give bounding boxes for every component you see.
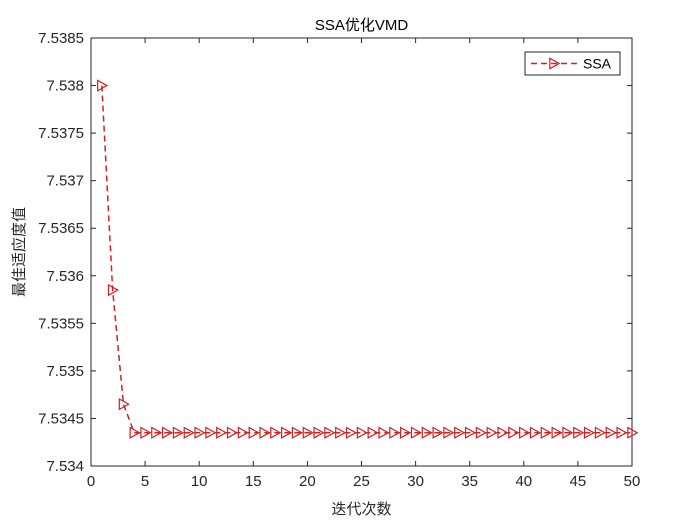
x-tick-label: 15 bbox=[245, 473, 262, 490]
data-point-marker bbox=[519, 426, 531, 439]
data-point-marker bbox=[497, 426, 509, 439]
x-tick-label: 45 bbox=[570, 473, 587, 490]
data-point-marker bbox=[421, 426, 433, 439]
x-tick-label: 25 bbox=[353, 473, 370, 490]
data-point-marker bbox=[432, 426, 444, 439]
data-point-marker bbox=[345, 426, 358, 439]
data-point-marker bbox=[464, 426, 477, 439]
y-tick-label: 7.5355 bbox=[38, 315, 84, 332]
data-point-marker bbox=[259, 426, 271, 439]
y-tick-label: 7.534 bbox=[46, 458, 84, 475]
data-point-marker bbox=[140, 426, 152, 439]
data-point-marker bbox=[410, 426, 423, 439]
legend-marker-triangle bbox=[549, 57, 561, 70]
y-tick-label: 7.5345 bbox=[38, 410, 84, 427]
data-point-marker bbox=[107, 283, 120, 297]
data-point-marker bbox=[205, 426, 217, 439]
y-tick-label: 7.536 bbox=[46, 268, 84, 285]
data-point-marker bbox=[237, 426, 249, 439]
data-point-marker bbox=[594, 426, 606, 439]
x-tick-label: 35 bbox=[461, 473, 478, 490]
data-point-marker bbox=[583, 426, 596, 439]
data-point-marker bbox=[216, 426, 228, 439]
data-point-marker bbox=[151, 426, 163, 439]
y-tick-label: 7.538 bbox=[46, 78, 84, 95]
x-axis-ticks: 0 5 10 15 20 25 30 35 40 45 50 bbox=[87, 38, 641, 490]
data-point-marker bbox=[400, 426, 412, 439]
legend: SSA bbox=[524, 51, 621, 76]
chart-title: SSA优化VMD bbox=[315, 17, 409, 34]
data-point-marker bbox=[226, 426, 239, 439]
x-tick-label: 0 bbox=[87, 473, 95, 490]
data-point-marker bbox=[443, 426, 455, 439]
data-point-marker bbox=[486, 426, 498, 439]
x-tick-label: 30 bbox=[407, 473, 424, 490]
legend-label-ssa: SSA bbox=[583, 56, 612, 72]
y-tick-label: 7.5365 bbox=[38, 220, 84, 237]
series-layer bbox=[97, 79, 639, 439]
x-axis-label: 迭代次数 bbox=[331, 500, 391, 518]
y-tick-label: 7.535 bbox=[46, 363, 84, 380]
data-point-marker bbox=[270, 426, 282, 439]
y-tick-label: 7.537 bbox=[46, 173, 84, 190]
x-tick-label: 40 bbox=[515, 473, 532, 490]
data-point-marker bbox=[118, 397, 130, 411]
data-point-marker bbox=[356, 426, 368, 439]
data-point-marker bbox=[281, 426, 293, 439]
y-axis-ticks: 7.534 7.5345 7.535 7.5355 7.536 7.5365 7.537 7.… bbox=[38, 30, 632, 475]
y-tick-label: 7.5375 bbox=[38, 125, 84, 142]
data-point-marker bbox=[248, 426, 260, 439]
data-point-marker bbox=[529, 426, 542, 439]
data-point-marker bbox=[172, 426, 184, 439]
data-point-marker bbox=[551, 426, 563, 439]
data-point-marker bbox=[335, 426, 347, 439]
data-point-marker bbox=[302, 426, 314, 439]
data-point-marker bbox=[616, 426, 628, 439]
data-point-marker bbox=[313, 426, 325, 439]
data-point-marker bbox=[454, 426, 466, 439]
data-point-marker bbox=[573, 426, 585, 439]
y-tick-label: 7.5385 bbox=[38, 30, 84, 47]
data-point-marker bbox=[475, 426, 487, 439]
data-point-marker bbox=[194, 426, 206, 439]
data-point-marker bbox=[324, 426, 336, 439]
y-axis-label: 最佳适应度值 bbox=[10, 207, 28, 297]
x-tick-label: 50 bbox=[624, 473, 641, 490]
x-tick-label: 20 bbox=[299, 473, 316, 490]
data-point-marker bbox=[605, 426, 617, 439]
data-point-marker bbox=[97, 79, 109, 92]
data-point-marker bbox=[129, 426, 141, 439]
data-point-marker bbox=[627, 426, 639, 439]
data-point-marker bbox=[508, 426, 520, 439]
x-tick-label: 10 bbox=[191, 473, 208, 490]
data-point-marker bbox=[367, 426, 379, 439]
data-point-marker bbox=[562, 426, 574, 439]
x-tick-label: 5 bbox=[141, 473, 149, 490]
data-point-marker bbox=[389, 426, 401, 439]
data-point-marker bbox=[183, 426, 195, 439]
data-point-marker bbox=[540, 426, 552, 439]
data-point-marker bbox=[291, 426, 304, 439]
data-point-marker bbox=[378, 426, 390, 439]
data-point-marker bbox=[161, 426, 174, 439]
